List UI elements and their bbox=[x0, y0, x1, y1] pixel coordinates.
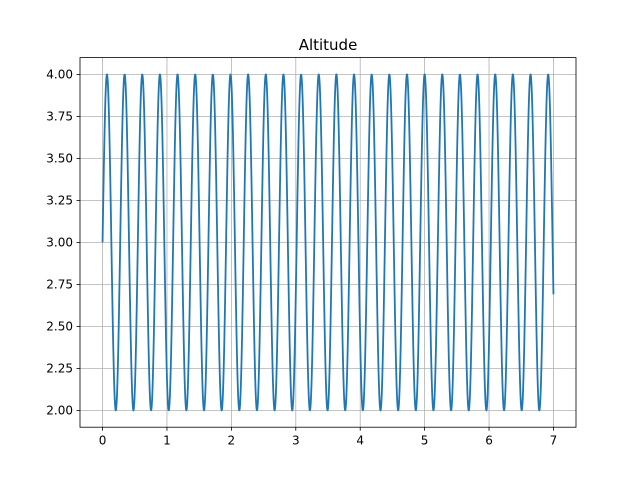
y-tick-label: 2.50 bbox=[46, 320, 73, 334]
x-tick-label: 0 bbox=[99, 434, 107, 448]
x-axis: 0 1 2 3 4 5 6 7 bbox=[99, 427, 558, 448]
x-tick-label: 2 bbox=[228, 434, 236, 448]
x-tick-label: 4 bbox=[356, 434, 364, 448]
y-tick-label: 3.25 bbox=[46, 194, 73, 208]
y-tick-label: 3.75 bbox=[46, 110, 73, 124]
y-tick-label: 2.75 bbox=[46, 278, 73, 292]
x-tick-label: 6 bbox=[485, 434, 493, 448]
x-tick-label: 1 bbox=[163, 434, 171, 448]
y-tick-label: 2.25 bbox=[46, 362, 73, 376]
chart-title: Altitude bbox=[299, 36, 358, 54]
x-tick-label: 5 bbox=[421, 434, 429, 448]
y-tick-label: 3.00 bbox=[46, 236, 73, 250]
y-tick-label: 4.00 bbox=[46, 68, 73, 82]
series-line-0 bbox=[101, 73, 555, 412]
series-group bbox=[101, 73, 555, 412]
x-tick-label: 7 bbox=[550, 434, 558, 448]
x-tick-label: 3 bbox=[292, 434, 300, 448]
y-tick-label: 2.00 bbox=[46, 404, 73, 418]
y-tick-label: 3.50 bbox=[46, 152, 73, 166]
y-axis: 2.00 2.25 2.50 2.75 3.00 3.25 3.50 3.75 4.00 bbox=[46, 68, 80, 418]
